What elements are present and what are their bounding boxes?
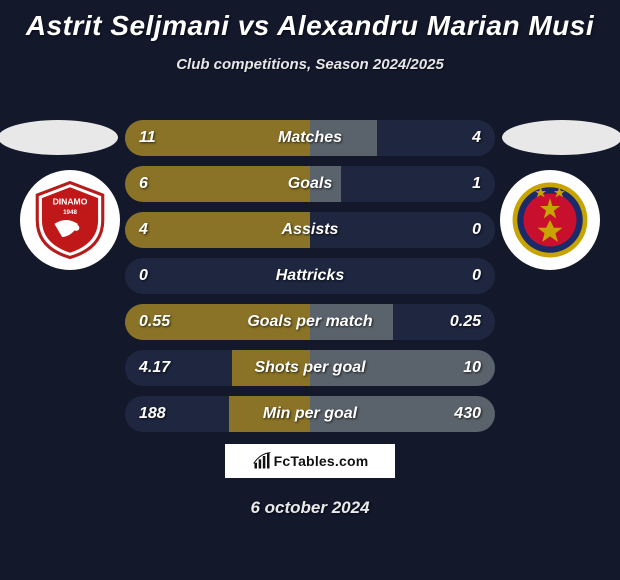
stat-value-right: 0 bbox=[472, 212, 481, 248]
stat-value-left: 188 bbox=[139, 396, 166, 432]
stat-value-right: 1 bbox=[472, 166, 481, 202]
stat-value-left: 4 bbox=[139, 212, 148, 248]
stats-bars: Matches114Goals61Assists40Hattricks00Goa… bbox=[125, 120, 495, 432]
brand-box: FcTables.com bbox=[225, 444, 395, 478]
player-left-ellipse bbox=[0, 120, 118, 155]
brand-chart-icon bbox=[252, 451, 272, 471]
stat-row: Shots per goal4.1710 bbox=[125, 350, 495, 386]
dinamo-logo-icon: DINAMO 1948 bbox=[31, 181, 109, 259]
stat-value-right: 430 bbox=[454, 396, 481, 432]
stat-row: Assists40 bbox=[125, 212, 495, 248]
stat-value-left: 4.17 bbox=[139, 350, 170, 386]
brand-text: FcTables.com bbox=[274, 453, 369, 469]
stat-row: Goals61 bbox=[125, 166, 495, 202]
page-subtitle: Club competitions, Season 2024/2025 bbox=[0, 56, 620, 73]
stat-value-right: 4 bbox=[472, 120, 481, 156]
stat-value-left: 6 bbox=[139, 166, 148, 202]
stat-value-left: 0.55 bbox=[139, 304, 170, 340]
svg-text:1948: 1948 bbox=[63, 209, 77, 216]
stat-row: Min per goal188430 bbox=[125, 396, 495, 432]
stat-row: Matches114 bbox=[125, 120, 495, 156]
svg-text:DINAMO: DINAMO bbox=[53, 196, 88, 206]
club-badge-left: DINAMO 1948 bbox=[20, 170, 120, 270]
date-text: 6 october 2024 bbox=[0, 498, 620, 518]
player-right-ellipse bbox=[502, 120, 620, 155]
stat-row: Goals per match0.550.25 bbox=[125, 304, 495, 340]
stat-value-right: 0 bbox=[472, 258, 481, 294]
stat-value-right: 0.25 bbox=[450, 304, 481, 340]
page-title: Astrit Seljmani vs Alexandru Marian Musi bbox=[0, 0, 620, 42]
fcsb-logo-icon bbox=[511, 181, 589, 259]
club-badge-right bbox=[500, 170, 600, 270]
stat-value-right: 10 bbox=[463, 350, 481, 386]
stat-value-left: 11 bbox=[139, 120, 156, 156]
stat-row: Hattricks00 bbox=[125, 258, 495, 294]
stat-value-left: 0 bbox=[139, 258, 148, 294]
